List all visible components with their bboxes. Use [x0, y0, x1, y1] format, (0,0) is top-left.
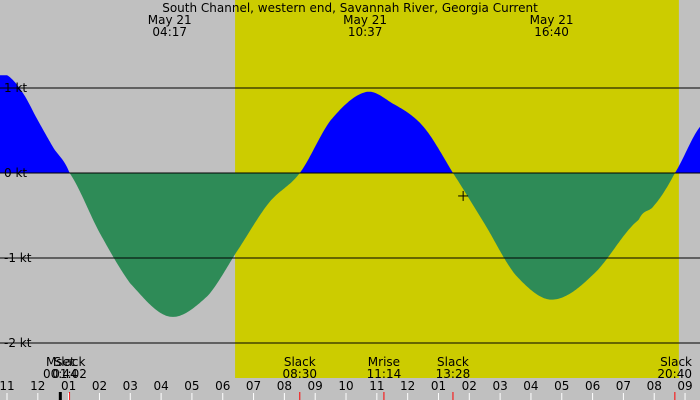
x-axis: 11 12 01 02 03 04 05 06 07 08 09 10 11 12 01 02 03 04 05 06… [0, 379, 693, 400]
x-tick-label: 07 [246, 379, 261, 393]
y-tick-label: 1 kt [4, 81, 27, 95]
x-tick-label: 08 [647, 379, 662, 393]
event-time: 13:28 [436, 367, 471, 381]
flood-area-0 [0, 75, 70, 173]
event-time: 11:14 [367, 367, 402, 381]
extreme-time: 16:40 [534, 25, 569, 39]
y-axis: 1 kt 0 kt -1 kt -2 kt [4, 81, 32, 350]
gridlines [0, 87, 700, 344]
x-tick-label: 09 [677, 379, 692, 393]
x-tick-label: 04 [153, 379, 168, 393]
event-label: Mrise [368, 355, 400, 369]
x-tick-label: 01 [61, 379, 76, 393]
x-tick-label: 09 [308, 379, 323, 393]
flood-area-2 [300, 91, 453, 173]
event-time: 01:02 [52, 367, 87, 381]
x-tick-label: 02 [92, 379, 107, 393]
x-tick-label: 11 [0, 379, 15, 393]
x-tick-label: 08 [277, 379, 292, 393]
bottom-events: Mset00:44Slack01:02Slack08:30Mrise11:14S… [43, 355, 692, 400]
event-label: Slack [660, 355, 692, 369]
x-tick-label: 03 [123, 379, 138, 393]
cursor-marker [458, 190, 469, 201]
x-tick-label: 02 [462, 379, 477, 393]
x-tick-label: 05 [184, 379, 199, 393]
ebb-area-1 [70, 173, 300, 317]
x-tick-label: 01 [431, 379, 446, 393]
extreme-date: May 21 [343, 13, 387, 27]
extreme-time: 04:17 [152, 25, 187, 39]
flood-area-4 [675, 126, 700, 173]
event-time: 00:44 [43, 367, 78, 381]
x-tick-label: 12 [400, 379, 415, 393]
x-tick-label: 12 [30, 379, 45, 393]
x-tick-label: 03 [492, 379, 507, 393]
x-tick-label: 06 [215, 379, 230, 393]
extreme-time: 10:37 [348, 25, 383, 39]
event-label: Slack [437, 355, 469, 369]
y-tick-label: 0 kt [4, 166, 27, 180]
y-tick-label: -1 kt [4, 251, 32, 265]
x-tick-label: 07 [616, 379, 631, 393]
event-time: 08:30 [282, 367, 317, 381]
ebb-area-3 [453, 173, 675, 300]
y-tick-label: -2 kt [4, 336, 32, 350]
x-tick-label: 11 [369, 379, 384, 393]
event-label: Slack [54, 355, 86, 369]
extreme-date: May 21 [530, 13, 574, 27]
event-time: 20:40 [657, 367, 692, 381]
x-tick-label: 04 [523, 379, 538, 393]
x-tick-label: 10 [338, 379, 353, 393]
x-tick-label: 06 [585, 379, 600, 393]
event-label: Slack [284, 355, 316, 369]
event-label: Mset [46, 355, 75, 369]
chart-title: South Channel, western end, Savannah Riv… [162, 1, 538, 15]
extreme-date: May 21 [148, 13, 192, 27]
current-areas [0, 75, 700, 317]
x-tick-label: 05 [554, 379, 569, 393]
